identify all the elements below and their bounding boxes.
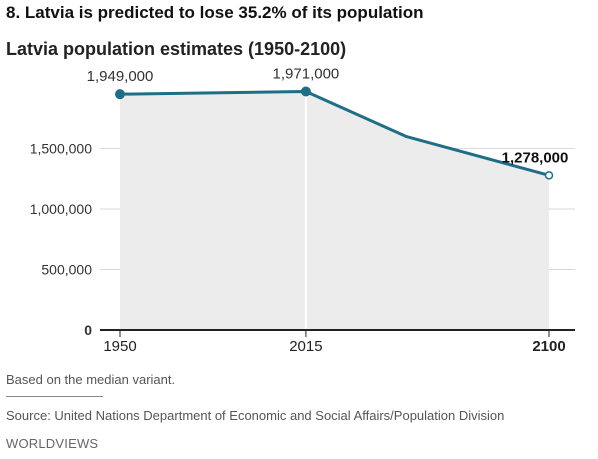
marker-layer — [115, 86, 554, 180]
data-point-marker — [544, 171, 554, 180]
axis-layer: 0 500,000 1,000,000 1,500,000 1950 2015 2100 — [30, 141, 575, 355]
series-line — [118, 90, 551, 177]
line-layer — [118, 90, 551, 177]
data-point-marker — [115, 89, 125, 100]
data-point-marker — [300, 86, 311, 97]
data-label: 1,949,000 — [87, 68, 154, 85]
y-tick-label: 1,500,000 — [30, 141, 92, 157]
headline: 8. Latvia is predicted to lose 35.2% of … — [6, 3, 424, 22]
area-fill — [120, 91, 549, 330]
y-tick-label: 0 — [84, 322, 92, 338]
label-layer: 1,949,000 1,971,000 1,278,000 — [87, 66, 569, 167]
x-tick-label: 1950 — [103, 338, 136, 355]
source-divider — [6, 396, 103, 397]
area-layer — [120, 91, 549, 330]
data-label: 1,971,000 — [273, 66, 340, 83]
x-tick-label: 2015 — [289, 338, 322, 355]
chart-note: Based on the median variant. — [6, 372, 176, 387]
x-tick-label: 2100 — [532, 338, 565, 355]
data-label: 1,278,000 — [502, 149, 569, 166]
y-tick-label: 500,000 — [41, 262, 92, 278]
brand-label: WORLDVIEWS — [6, 436, 99, 451]
y-tick-label: 1,000,000 — [30, 201, 92, 217]
chart-title: Latvia population estimates (1950-2100) — [6, 39, 347, 59]
source-credit: Source: United Nations Department of Eco… — [6, 408, 505, 423]
